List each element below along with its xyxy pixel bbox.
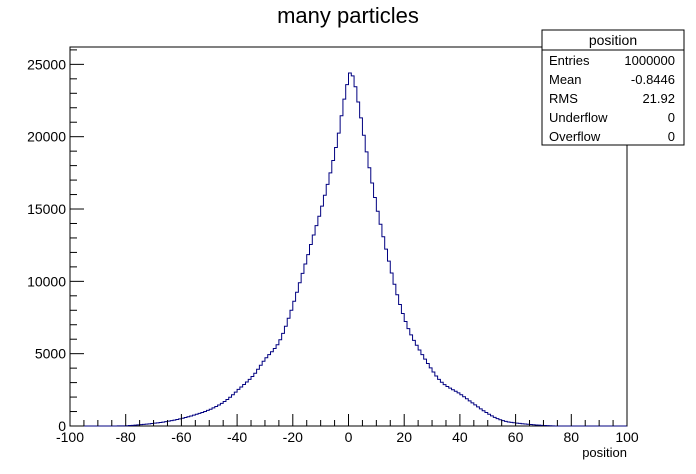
stats-box-frame xyxy=(541,29,685,146)
x-tick-label: 60 xyxy=(508,429,524,445)
stats-row-value: 0 xyxy=(668,129,675,144)
x-tick-label: -20 xyxy=(283,429,303,445)
stats-box-title: position xyxy=(589,32,637,48)
x-tick-label: -60 xyxy=(171,429,191,445)
stats-row-value: 21.92 xyxy=(642,91,675,106)
y-tick-label: 10000 xyxy=(27,273,66,289)
x-tick-label: -100 xyxy=(56,429,84,445)
stats-row-label: Mean xyxy=(549,72,582,87)
stats-row-value: 1000000 xyxy=(624,53,675,68)
y-tick-label: 15000 xyxy=(27,201,66,217)
x-tick-label: 80 xyxy=(564,429,580,445)
chart-title: many particles xyxy=(277,3,419,28)
stats-row-label: Overflow xyxy=(549,129,601,144)
x-axis-label: position xyxy=(582,445,627,460)
x-tick-label: 100 xyxy=(615,429,639,445)
x-tick-label: -80 xyxy=(116,429,136,445)
x-tick-label: -40 xyxy=(227,429,247,445)
y-tick-label: 0 xyxy=(58,418,66,434)
x-tick-label: 40 xyxy=(452,429,468,445)
x-tick-label: 20 xyxy=(396,429,412,445)
histogram-series-outline xyxy=(70,72,627,427)
y-tick-label: 20000 xyxy=(27,129,66,145)
stats-box: position Entries 1000000 Mean -0.8446 RMS 21.… xyxy=(541,29,685,146)
x-tick-label: 0 xyxy=(345,429,353,445)
stats-row-label: Underflow xyxy=(549,110,608,125)
stats-row-value: 0 xyxy=(668,110,675,125)
y-tick-label: 25000 xyxy=(27,56,66,72)
stats-row-value: -0.8446 xyxy=(631,72,675,87)
y-tick-label: 5000 xyxy=(35,346,66,362)
stats-row-label: RMS xyxy=(549,91,578,106)
stats-row-label: Entries xyxy=(549,53,590,68)
